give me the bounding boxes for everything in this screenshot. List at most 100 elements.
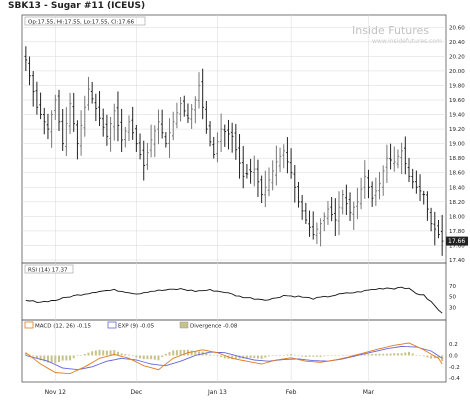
divergence-bar [153,355,156,360]
divergence-bar [223,355,226,359]
price-tick-label: 17.40 [449,258,465,264]
divergence-bar [175,350,178,356]
divergence-bar [54,355,57,364]
divergence-bar [50,355,53,364]
divergence-bar [242,355,245,359]
divergence-bar [83,354,86,356]
divergence-bar [32,355,35,357]
time-tick-label: Jan 13 [207,389,227,396]
chart-title: SBK13 - Sugar #11 (ICEUS) [8,1,145,11]
price-tick-label: 20.40 [449,40,465,46]
divergence-bar [308,355,311,357]
divergence-bar [385,353,388,356]
divergence-bar [183,349,186,356]
macd-tick-label: -0.2 [449,365,460,371]
last-price-label: 17.66 [448,238,465,245]
divergence-bar [279,355,282,356]
divergence-bar [172,350,175,356]
exp-legend-text: EXP (9) -0.05 [118,324,155,330]
divergence-bar [39,355,42,361]
divergence-bar [116,351,119,356]
last-price-marker: 17.66 [446,236,468,246]
divergence-bar [286,354,289,356]
divergence-bar [124,354,127,356]
divergence-bar [256,355,259,359]
divergence-bar [43,355,46,362]
divergence-bar [338,355,340,356]
divergence-bar [323,355,326,357]
divergence-bar [58,355,60,363]
rsi-line [25,286,443,314]
divergence-bar [128,354,130,356]
divergence-bar [334,355,337,356]
macd-lines [24,342,444,375]
rsi-tick-label: 50 [449,295,456,301]
time-tick-label: Dec [131,389,143,396]
divergence-bar [419,355,422,356]
divergence-legend-text: Divergence -0.08 [190,324,238,330]
exp-series-line [25,345,443,371]
time-tick-label: Feb [286,389,297,396]
divergence-bar [209,354,212,356]
divergence-bar [179,349,182,356]
divergence-bar [315,355,318,357]
macd-legend: MACD (12, 26) -0.15 EXP (9) -0.05 Diverg… [24,321,238,330]
price-candles [24,46,444,256]
divergence-bar [341,354,344,356]
divergence-bar [437,355,440,358]
rsi-axis: 70 50 30 [449,284,456,312]
macd-series-line [25,342,443,375]
divergence-bar [109,350,112,356]
divergence-bar [271,355,274,356]
divergence-bar [205,353,208,356]
divergence-bar [46,355,49,363]
time-tick-label: Nov 12 [45,389,66,396]
divergence-legend-swatch [179,321,189,329]
watermark-brand: Inside Futures [352,24,429,37]
divergence-bar [275,355,278,356]
macd-tick-label: 0.2 [449,342,458,348]
divergence-bar [194,351,197,356]
divergence-bar [146,355,149,360]
price-tick-label: 17.60 [449,243,465,249]
divergence-bar [363,354,366,356]
price-tick-label: 19.00 [449,142,465,148]
divergence-bar [245,355,248,359]
divergence-bar [282,354,285,356]
price-tick-label: 18.40 [449,185,465,191]
divergence-bar [131,355,134,357]
divergence-bar [293,355,296,356]
divergence-bar [260,355,263,359]
divergence-bar [290,354,293,356]
divergence-bar [161,355,164,358]
divergence-bar [65,355,68,361]
divergence-bar [330,355,333,356]
divergence-bar [157,355,160,361]
divergence-bar [426,355,429,358]
price-tick-label: 17.80 [449,229,465,235]
macd-tick-label: -0.4 [449,376,460,382]
divergence-bar [312,355,315,357]
divergence-bar [231,355,234,360]
divergence-bar [422,355,425,357]
divergence-bar [87,352,90,356]
divergence-bar [378,353,381,356]
divergence-bar [91,351,94,356]
divergence-bar [142,355,145,360]
watermark-url: www.insidefutures.com [372,38,442,45]
divergence-bar [80,355,83,356]
divergence-bar [319,355,322,357]
divergence-bar [268,355,270,357]
divergence-bar [408,351,410,356]
rsi-series-line [25,286,443,314]
divergence-bar [415,354,418,356]
divergence-bar [433,355,436,359]
divergence-bar [35,355,38,359]
divergence-bar [102,350,105,356]
divergence-bar [404,352,407,356]
divergence-bar [301,355,304,357]
macd-legend-text: MACD (12, 26) -0.15 [35,324,91,330]
divergence-bar [371,354,374,356]
macd-legend-swatch [24,321,34,329]
divergence-bar [120,353,123,356]
